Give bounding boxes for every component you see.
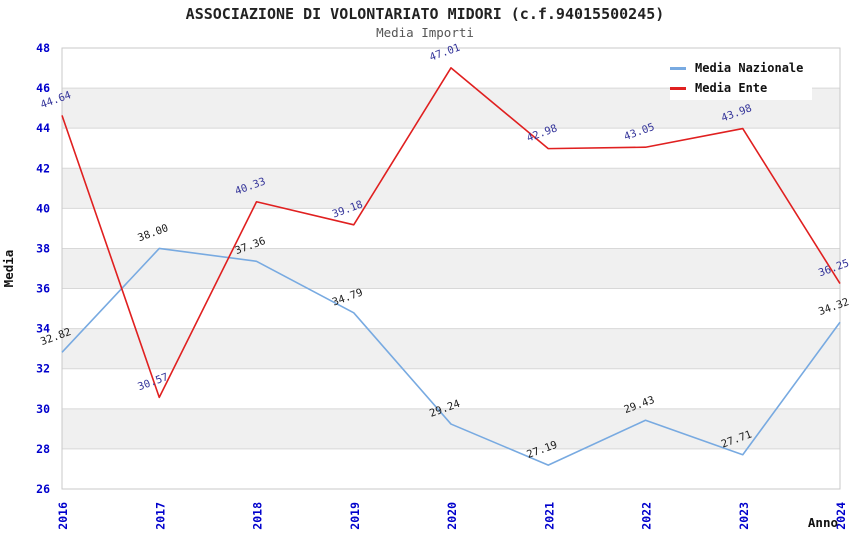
legend-swatch-media-ente-icon (670, 86, 686, 90)
y-tick-label: 48 (36, 41, 50, 55)
legend: Media Nazionale Media Ente (670, 56, 812, 100)
x-tick-label: 2020 (445, 502, 459, 530)
y-tick-label: 32 (36, 362, 50, 376)
y-tick-label: 42 (36, 161, 50, 175)
y-tick-label: 44 (36, 121, 50, 135)
legend-item-media-ente: Media Ente (670, 80, 812, 96)
chart-title: ASSOCIAZIONE DI VOLONTARIATO MIDORI (c.f… (185, 5, 665, 23)
x-tick-label: 2019 (348, 502, 362, 530)
y-tick-label: 30 (36, 402, 50, 416)
grid-band (62, 328, 840, 369)
y-tick-label: 34 (36, 322, 50, 336)
x-tick-label: 2021 (542, 502, 556, 530)
y-tick-label: 36 (36, 282, 50, 296)
y-tick-label: 38 (36, 241, 50, 255)
legend-swatch-media-nazionale-icon (670, 66, 686, 70)
grid-band (62, 408, 840, 449)
x-tick-label: 2023 (737, 502, 751, 530)
data-label-media-nazionale: 34.79 (331, 287, 365, 309)
x-tick-label: 2018 (251, 502, 265, 530)
data-label-media-nazionale: 34.32 (817, 296, 850, 318)
plot-border (61, 47, 841, 490)
data-label-media-nazionale: 38.00 (136, 222, 170, 244)
y-tick-label: 46 (36, 81, 50, 95)
x-tick-label: 2022 (640, 502, 654, 530)
series-line-media-nazionale (61, 247, 841, 466)
x-tick-label: 2017 (153, 502, 167, 530)
grid-band (62, 168, 840, 209)
legend-item-media-nazionale: Media Nazionale (670, 60, 812, 76)
data-label-media-ente: 47.01 (428, 42, 462, 64)
x-tick-label: 2016 (56, 502, 70, 530)
legend-label-media-nazionale: Media Nazionale (695, 61, 804, 75)
grid-band (62, 248, 840, 289)
y-tick-label: 28 (36, 442, 50, 456)
x-tick-label: 2024 (834, 502, 848, 530)
data-label-media-ente: 30.57 (136, 371, 170, 393)
legend-label-media-ente: Media Ente (695, 81, 768, 95)
y-tick-label: 26 (36, 482, 50, 496)
y-tick-label: 40 (36, 201, 50, 215)
series-line-media-ente (61, 67, 841, 399)
chart-subtitle: Media Importi (376, 25, 474, 40)
y-axis-title: Media (1, 250, 16, 288)
x-axis-title: Anno (808, 515, 838, 530)
